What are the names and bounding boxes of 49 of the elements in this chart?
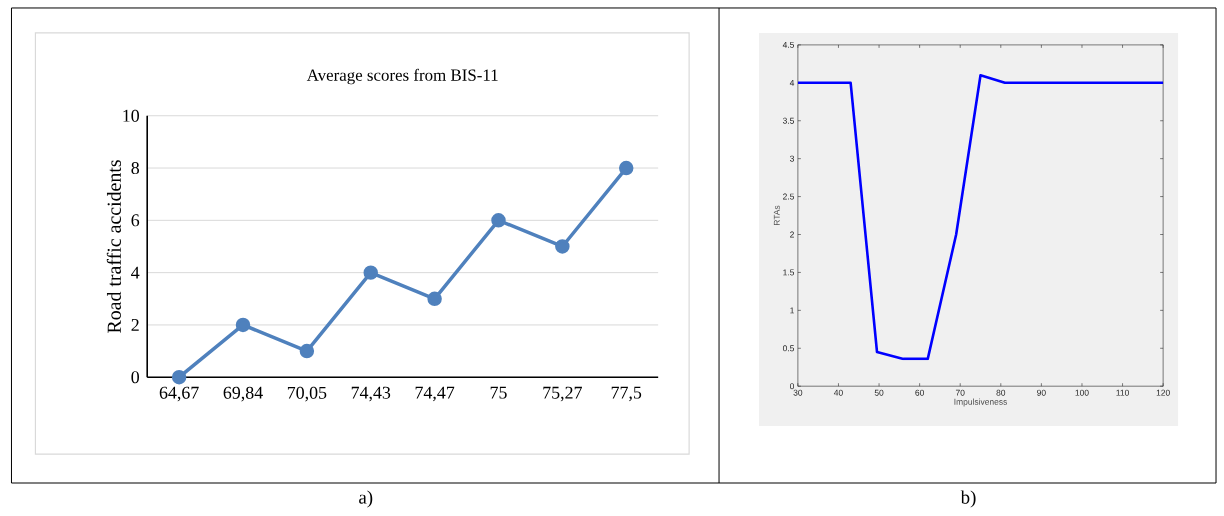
text: a) [359, 490, 373, 508]
y-tick-label: 10 [123, 109, 140, 122]
point [618, 160, 634, 176]
x-tick-label: 75,27 [543, 386, 582, 402]
point [171, 370, 187, 385]
y-tick-label: 2 [131, 319, 139, 331]
text: b) [960, 490, 976, 508]
x-tick-label: 64,67 [159, 386, 199, 402]
x-tick-label: 110 [1116, 389, 1129, 396]
y-tick-label: 1.5 [783, 269, 795, 276]
x-tick-label: 40 [833, 389, 843, 396]
point [363, 265, 378, 280]
point [235, 317, 251, 333]
x-tick-label: 70 [955, 389, 965, 396]
x-tick-label: 100 [1075, 389, 1089, 396]
y-tick-label: 3.5 [782, 117, 795, 124]
y-tick-label: 4 [789, 79, 795, 86]
point [427, 291, 442, 307]
y-tick-label: 0 [131, 371, 140, 384]
point [491, 213, 506, 228]
x-tick-label: 74,47 [415, 386, 455, 402]
x-tick-label: 60 [915, 389, 924, 396]
x-tick-label: 69,84 [223, 386, 263, 402]
x-tick-label: 70,05 [287, 386, 327, 402]
x-tick-label: 50 [874, 389, 884, 396]
x-tick-label: 75 [490, 386, 507, 399]
y-axis-title: Road traffic accidents [106, 160, 121, 333]
chart-title: Average scores from BIS-11 [306, 68, 498, 85]
x-tick-label: 74,43 [351, 386, 391, 402]
y-tick-label: 0 [790, 383, 795, 390]
x-axis-title: Impulsiveness [954, 398, 1007, 407]
x-tick-label: 30 [793, 389, 803, 396]
x-tick-label: 90 [1037, 389, 1046, 396]
y-tick-label: 3 [790, 155, 794, 162]
y-tick-label: 4.5 [782, 41, 795, 48]
y-tick-label: 4 [131, 266, 140, 279]
y-tick-label: 1 [790, 307, 794, 314]
y-tick-label: 0.5 [782, 345, 795, 352]
y-tick-label: 8 [131, 162, 140, 175]
y-axis-title: RTAs [773, 205, 780, 226]
x-tick-label: 120 [1156, 389, 1170, 396]
x-tick-label: 77,5 [611, 386, 642, 402]
y-tick-label: 2.5 [783, 193, 795, 200]
line-series [797, 73, 1164, 361]
point [555, 239, 570, 254]
point [299, 343, 315, 359]
y-tick-label: 2 [790, 231, 794, 238]
y-tick-label: 6 [131, 214, 140, 227]
x-tick-label: 80 [996, 389, 1006, 396]
